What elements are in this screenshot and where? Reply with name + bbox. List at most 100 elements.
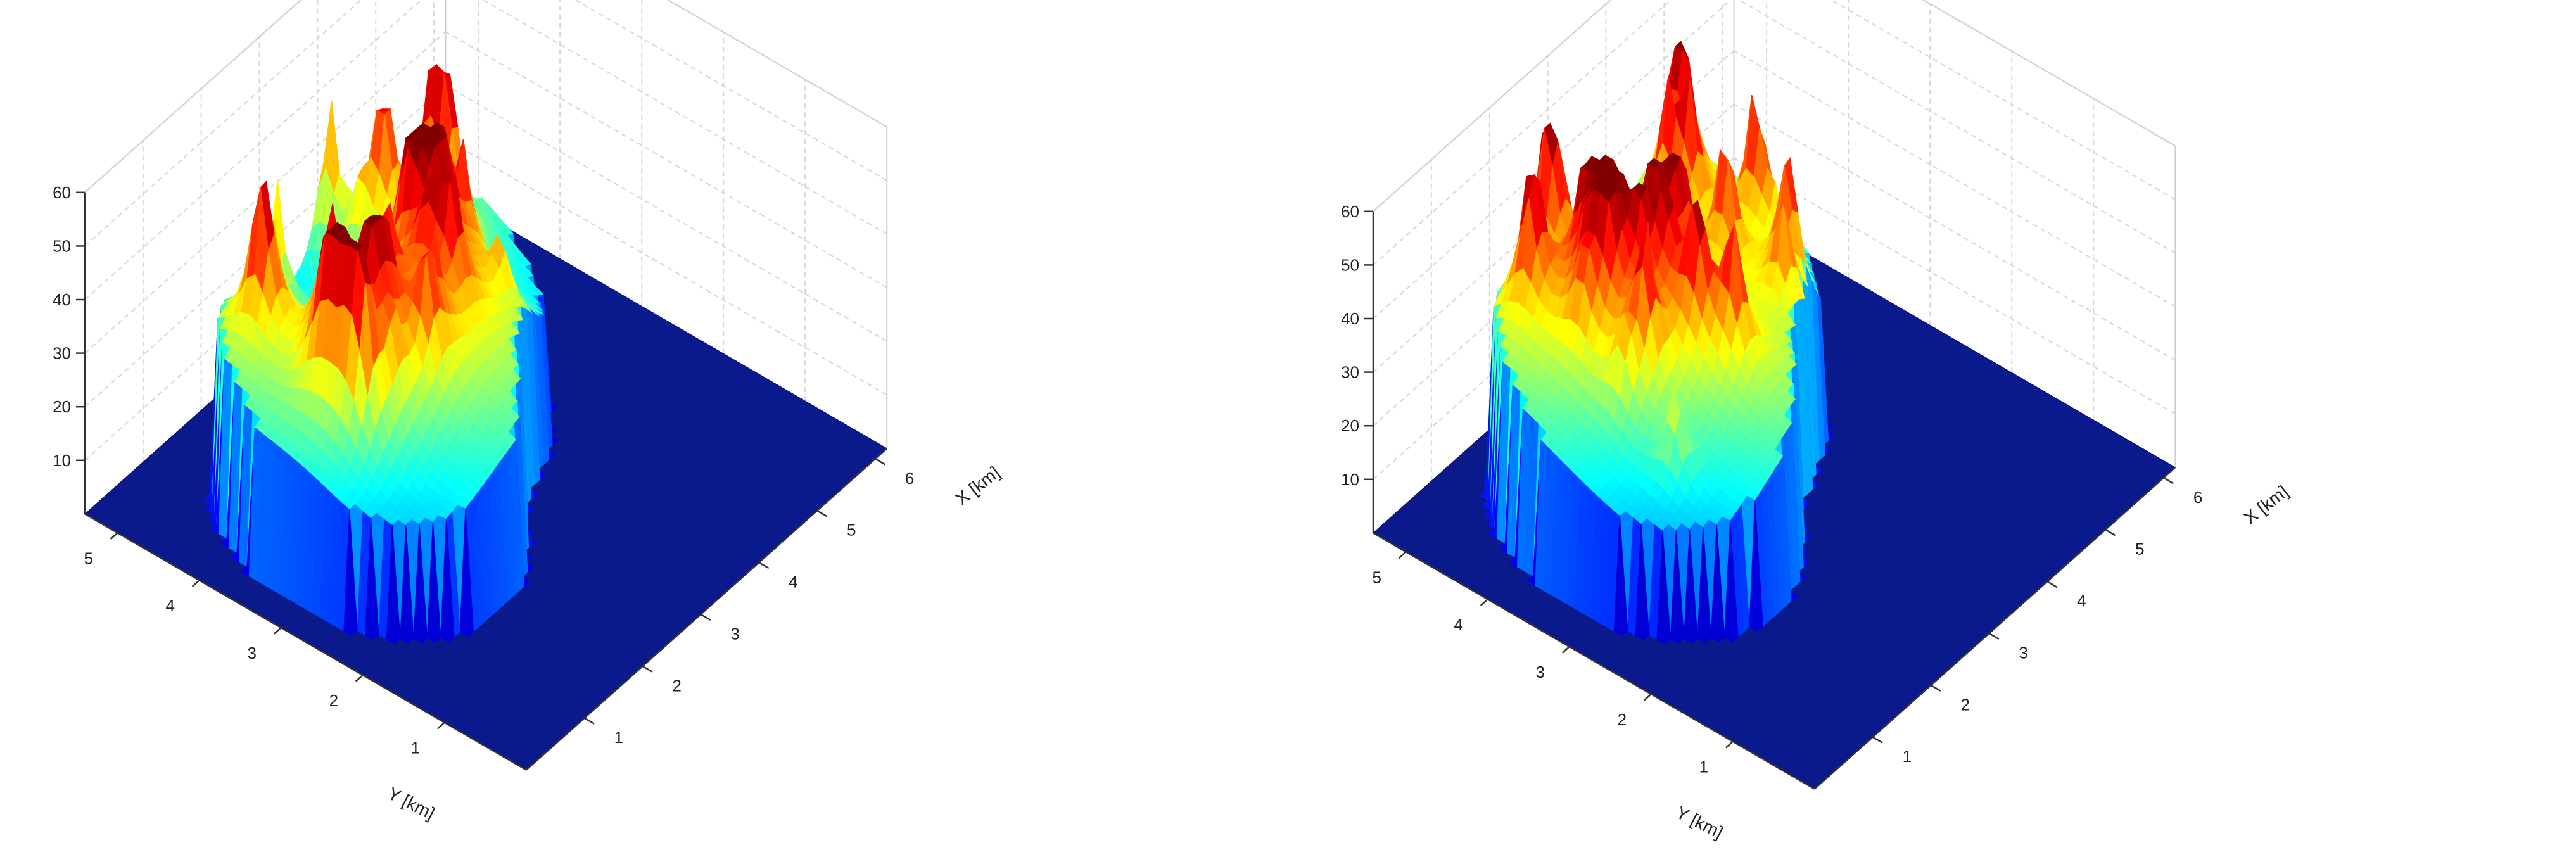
- surface-cell: [365, 518, 379, 640]
- x-tick-5: [875, 458, 886, 466]
- y-tick-4: [1398, 551, 1407, 559]
- y-tick-1: [355, 674, 364, 682]
- x-tick-4: [2105, 529, 2116, 536]
- surface-cell: [459, 509, 474, 637]
- surface-cell: [1710, 524, 1725, 643]
- x-tick-label: 3: [2019, 643, 2027, 662]
- x-tick-label: 6: [2193, 488, 2202, 507]
- wall-edge-3: [1373, 0, 1612, 212]
- y-tick-4: [110, 532, 118, 540]
- surface-cell: [400, 525, 414, 644]
- z-tick-label: 20: [1341, 416, 1359, 435]
- surface-cell: [440, 519, 455, 643]
- grid-line-back-z-5: [666, 0, 887, 128]
- x-tick-1: [1930, 684, 1941, 692]
- x-tick-3: [758, 562, 770, 569]
- x-tick-0: [1872, 736, 1883, 744]
- z-tick-label: 60: [53, 183, 71, 202]
- surface-cell: [1613, 516, 1628, 637]
- y-tick-label: 3: [1536, 663, 1545, 682]
- grid-line-back-z-3: [1737, 0, 2176, 254]
- x-tick-5: [2163, 477, 2174, 485]
- x-tick-4: [816, 510, 828, 517]
- x-axis-label: X [km]: [952, 462, 1004, 509]
- y-tick-label: 5: [84, 549, 92, 568]
- y-tick-3: [1480, 599, 1488, 606]
- y-tick-0: [1725, 740, 1734, 749]
- wall-edge-3: [84, 0, 302, 193]
- surface-cell: [1635, 524, 1650, 641]
- x-tick-label: 6: [905, 469, 914, 488]
- z-tick-label: 30: [1341, 363, 1359, 382]
- x-tick-label: 1: [614, 728, 623, 747]
- pressure-surface: [1479, 40, 1835, 645]
- grid-line-side-z-3: [84, 0, 422, 300]
- x-tick-label: 4: [2077, 592, 2086, 611]
- y-tick-3: [191, 580, 200, 587]
- surface-cell: [1684, 529, 1698, 644]
- y-tick-label: 2: [329, 691, 338, 710]
- surface-cell: [1749, 500, 1763, 632]
- x-tick-label: 2: [1960, 695, 1969, 714]
- y-tick-label: 4: [1454, 615, 1462, 634]
- z-tick-label: 50: [53, 236, 71, 255]
- x-axis-label: X [km]: [2240, 481, 2292, 528]
- z-tick-label: 20: [53, 397, 71, 416]
- z-tick-label: 10: [1341, 470, 1359, 489]
- y-tick-label: 4: [165, 596, 174, 615]
- surface-cell: [386, 525, 401, 645]
- y-axis-line: [1373, 532, 1815, 790]
- grid-line-back-z-4: [1830, 0, 2176, 200]
- x-tick-label: 4: [789, 573, 797, 592]
- x-tick-label: 2: [672, 676, 681, 695]
- grid-line-back-z-5: [1922, 0, 2176, 147]
- grid-line-back-z-4: [574, 0, 887, 181]
- z-tick-label: 60: [1341, 202, 1359, 221]
- y-tick-2: [1561, 646, 1570, 654]
- surface-cell: [1656, 531, 1672, 645]
- y-tick-2: [273, 627, 282, 635]
- x-tick-label: 1: [1903, 747, 1912, 766]
- y-tick-label: 1: [1699, 758, 1708, 777]
- wall-edge-4: [1922, 0, 2176, 147]
- grid-line-back-z-3: [482, 0, 887, 235]
- y-tick-1: [1643, 693, 1652, 701]
- y-tick-label: 2: [1618, 710, 1627, 729]
- x-axis-line: [525, 448, 888, 771]
- z-tick-label: 40: [53, 290, 71, 309]
- y-axis-label: Y [km]: [1673, 803, 1726, 842]
- z-tick-label: 40: [1341, 309, 1359, 328]
- x-tick-0: [584, 717, 595, 725]
- surface-cell: [1670, 530, 1685, 644]
- y-tick-label: 1: [411, 739, 420, 758]
- x-tick-label: 5: [2135, 540, 2144, 559]
- x-tick-2: [1988, 632, 2000, 640]
- surface-cell: [343, 509, 358, 637]
- x-tick-label: 3: [730, 624, 739, 643]
- pressure-surface: [203, 63, 559, 645]
- z-tick-label: 50: [1341, 255, 1359, 274]
- x-tick-2: [700, 613, 711, 621]
- x-tick-label: 5: [847, 521, 856, 540]
- y-axis-line: [84, 513, 527, 771]
- y-axis-label: Y [km]: [384, 784, 438, 823]
- surface-cell: [426, 522, 441, 644]
- grid-line-side-z-4: [84, 0, 362, 247]
- y-tick-0: [436, 721, 445, 730]
- surface-cell: [1697, 527, 1712, 644]
- surface-cell: [413, 524, 428, 644]
- x-tick-1: [642, 665, 653, 673]
- grid-line-side-z-4: [1373, 0, 1672, 266]
- surface-cell: [1724, 521, 1739, 643]
- y-tick-label: 5: [1372, 568, 1381, 587]
- z-tick-label: 30: [53, 344, 71, 363]
- z-tick-label: 10: [53, 451, 71, 470]
- wall-edge-4: [666, 0, 887, 128]
- x-tick-3: [2046, 581, 2058, 588]
- y-tick-label: 3: [248, 644, 257, 663]
- x-axis-line: [1813, 467, 2176, 790]
